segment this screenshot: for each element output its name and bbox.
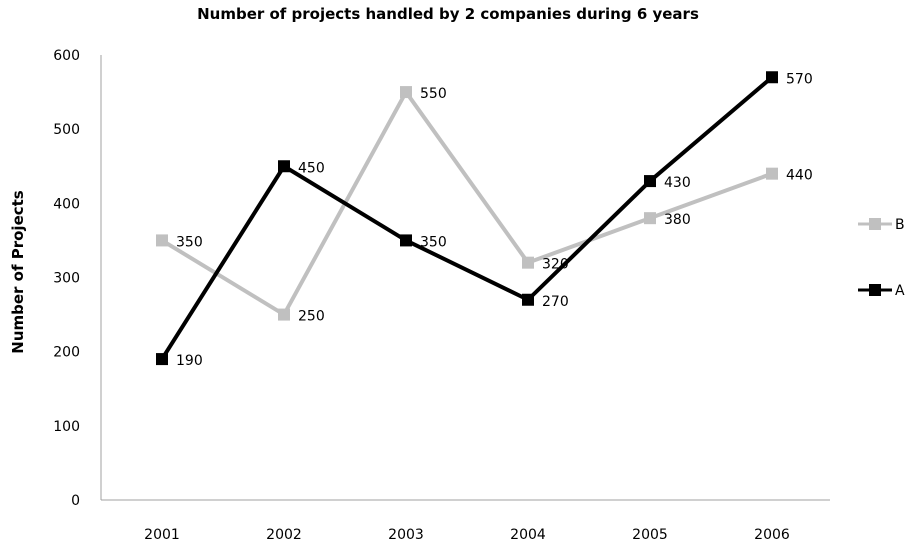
legend-label-A: A <box>895 283 905 299</box>
y-tick-label: 0 <box>71 493 80 509</box>
data-label-B: 550 <box>420 86 447 102</box>
data-point-A <box>400 234 412 247</box>
data-point-A <box>522 293 534 306</box>
data-label-B: 380 <box>664 212 691 228</box>
data-label-A: 450 <box>298 160 325 176</box>
y-axis-title: Number of Projects <box>9 190 27 354</box>
data-point-B <box>522 256 534 269</box>
legend-label-B: B <box>895 217 905 233</box>
data-label-A: 430 <box>664 175 691 191</box>
x-tick-label: 2001 <box>144 527 180 543</box>
x-tick-label: 2006 <box>754 527 790 543</box>
data-point-B <box>644 212 656 225</box>
data-point-A <box>278 160 290 173</box>
x-tick-label: 2003 <box>388 527 424 543</box>
legend: BA <box>858 217 905 299</box>
series-line-B <box>160 90 773 317</box>
data-label-A: 350 <box>420 234 447 250</box>
y-tick-label: 400 <box>53 196 80 212</box>
y-tick-label: 200 <box>53 345 80 361</box>
data-point-A <box>644 175 656 188</box>
data-point-B <box>766 167 778 180</box>
x-axis-ticks: 2001 2002 2003 2004 2005 2006 <box>144 527 790 543</box>
y-tick-label: 500 <box>53 122 80 138</box>
data-point-B <box>278 308 290 321</box>
legend-marker-B <box>869 218 881 230</box>
y-tick-label: 600 <box>53 48 80 64</box>
data-label-A: 270 <box>542 294 569 310</box>
y-axis-ticks: 0 100 200 300 400 500 600 <box>53 48 80 509</box>
data-point-B <box>400 86 412 99</box>
series-layer <box>156 71 778 366</box>
y-tick-label: 100 <box>53 419 80 435</box>
chart-title: Number of projects handled by 2 companie… <box>197 5 699 23</box>
data-point-A <box>156 353 168 366</box>
x-tick-label: 2002 <box>266 527 302 543</box>
x-tick-label: 2005 <box>632 527 668 543</box>
data-label-B: 320 <box>542 257 569 273</box>
data-labels: 350 250 550 320 380 440 190 450 350 270 430 570 <box>176 71 813 369</box>
y-tick-label: 300 <box>53 271 80 287</box>
data-point-B <box>156 234 168 247</box>
data-label-B: 350 <box>176 234 203 250</box>
data-label-A: 190 <box>176 353 203 369</box>
data-label-B: 250 <box>298 309 325 325</box>
data-point-A <box>766 71 778 84</box>
x-tick-label: 2004 <box>510 527 546 543</box>
legend-marker-A <box>869 284 881 296</box>
data-label-A: 570 <box>786 71 813 87</box>
series-line-A <box>160 75 774 361</box>
data-label-B: 440 <box>786 168 813 184</box>
